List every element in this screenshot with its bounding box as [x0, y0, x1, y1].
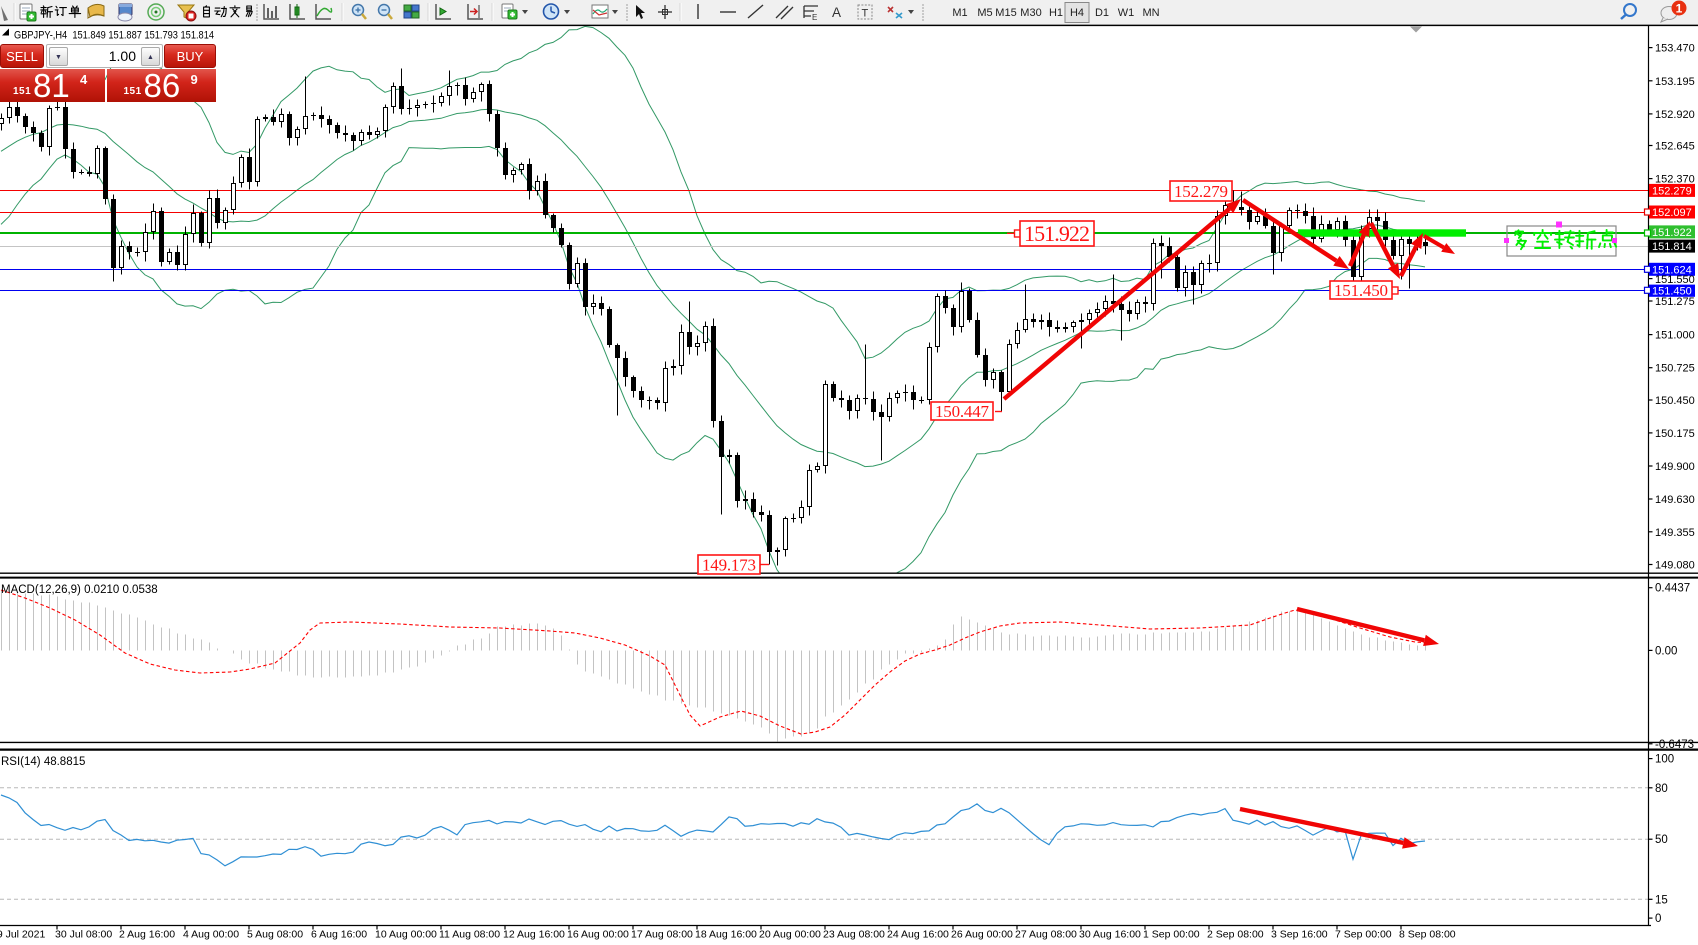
svg-text:151.624: 151.624	[1652, 264, 1692, 276]
svg-text:80: 80	[1655, 783, 1668, 795]
svg-text:10 Aug 00:00: 10 Aug 00:00	[375, 929, 437, 941]
svg-text:20 Aug 00:00: 20 Aug 00:00	[759, 929, 821, 941]
svg-text:18 Aug 16:00: 18 Aug 16:00	[695, 929, 757, 941]
svg-text:150.447: 150.447	[935, 402, 990, 421]
svg-text:100: 100	[1655, 754, 1674, 766]
svg-text:M5: M5	[977, 7, 992, 19]
svg-text:151.922: 151.922	[1652, 227, 1692, 239]
svg-text:151.000: 151.000	[1655, 330, 1695, 342]
svg-text:1 Sep 00:00: 1 Sep 00:00	[1143, 929, 1200, 941]
svg-text:153.470: 153.470	[1655, 43, 1695, 55]
svg-text:152.370: 152.370	[1655, 174, 1695, 186]
svg-text:M30: M30	[1020, 7, 1041, 19]
svg-text:30 Aug 16:00: 30 Aug 16:00	[1079, 929, 1141, 941]
svg-text:149.080: 149.080	[1655, 560, 1695, 572]
svg-text:E: E	[812, 13, 817, 22]
svg-text:27 Aug 08:00: 27 Aug 08:00	[1015, 929, 1077, 941]
svg-text:M15: M15	[995, 7, 1016, 19]
svg-text:0.4437: 0.4437	[1655, 583, 1690, 595]
svg-text:3 Sep 16:00: 3 Sep 16:00	[1271, 929, 1328, 941]
svg-text:1: 1	[1676, 2, 1683, 16]
svg-text:150.450: 150.450	[1655, 395, 1695, 407]
svg-text:151.550: 151.550	[1655, 274, 1695, 286]
svg-text:-0.6473: -0.6473	[1655, 739, 1694, 751]
svg-text:5 Aug 08:00: 5 Aug 08:00	[247, 929, 303, 941]
svg-text:H4: H4	[1070, 7, 1084, 19]
svg-text:24 Aug 16:00: 24 Aug 16:00	[887, 929, 949, 941]
svg-text:152.097: 152.097	[1652, 207, 1692, 219]
svg-text:2 Sep 08:00: 2 Sep 08:00	[1207, 929, 1264, 941]
svg-text:149.630: 149.630	[1655, 494, 1695, 506]
svg-text:0.00: 0.00	[1655, 645, 1677, 657]
svg-text:6 Aug 16:00: 6 Aug 16:00	[311, 929, 367, 941]
svg-text:30 Jul 08:00: 30 Jul 08:00	[55, 929, 112, 941]
svg-text:T: T	[862, 8, 869, 20]
svg-text:8 Sep 08:00: 8 Sep 08:00	[1399, 929, 1456, 941]
svg-text:151.275: 151.275	[1655, 296, 1695, 308]
svg-text:H1: H1	[1049, 7, 1063, 19]
svg-text:152.279: 152.279	[1652, 185, 1692, 197]
svg-text:152.920: 152.920	[1655, 109, 1695, 121]
svg-text:150.725: 150.725	[1655, 363, 1695, 375]
svg-text:26 Aug 00:00: 26 Aug 00:00	[951, 929, 1013, 941]
svg-text:4 Aug 00:00: 4 Aug 00:00	[183, 929, 239, 941]
svg-text:149.355: 149.355	[1655, 527, 1695, 539]
svg-text:17 Aug 08:00: 17 Aug 08:00	[631, 929, 693, 941]
svg-text:MN: MN	[1142, 7, 1159, 19]
svg-text:D1: D1	[1095, 7, 1109, 19]
svg-text:15: 15	[1655, 894, 1668, 906]
svg-text:152.279: 152.279	[1174, 182, 1228, 201]
svg-text:11 Aug 08:00: 11 Aug 08:00	[439, 929, 500, 941]
svg-text:GBPJPY-,H4 151.849 151.887 15: GBPJPY-,H4 151.849 151.887 151.793 151.8…	[14, 30, 214, 42]
svg-text:151.450: 151.450	[1652, 285, 1692, 297]
svg-text:151.450: 151.450	[1334, 281, 1388, 300]
svg-text:M1: M1	[952, 7, 967, 19]
svg-text:7 Sep 00:00: 7 Sep 00:00	[1335, 929, 1392, 941]
svg-text:12 Aug 16:00: 12 Aug 16:00	[503, 929, 565, 941]
svg-text:50: 50	[1655, 834, 1668, 846]
svg-text:151.922: 151.922	[1024, 221, 1090, 246]
svg-text:150.175: 150.175	[1655, 428, 1695, 440]
svg-text:153.195: 153.195	[1655, 76, 1695, 88]
svg-text:23 Aug 08:00: 23 Aug 08:00	[823, 929, 885, 941]
svg-text:152.645: 152.645	[1655, 141, 1695, 153]
svg-text:W1: W1	[1118, 7, 1135, 19]
svg-text:29 Jul 2021: 29 Jul 2021	[0, 929, 45, 941]
svg-text:0: 0	[1655, 913, 1661, 925]
svg-text:MACD(12,26,9) 0.0210 0.0538: MACD(12,26,9) 0.0210 0.0538	[1, 584, 158, 596]
svg-text:2 Aug 16:00: 2 Aug 16:00	[119, 929, 175, 941]
svg-text:151.814: 151.814	[1652, 241, 1692, 253]
svg-text:149.173: 149.173	[702, 555, 756, 574]
svg-text:A: A	[832, 5, 841, 20]
svg-text:149.900: 149.900	[1655, 461, 1695, 473]
svg-text:RSI(14) 48.8815: RSI(14) 48.8815	[1, 756, 85, 768]
svg-text:16 Aug 00:00: 16 Aug 00:00	[567, 929, 629, 941]
